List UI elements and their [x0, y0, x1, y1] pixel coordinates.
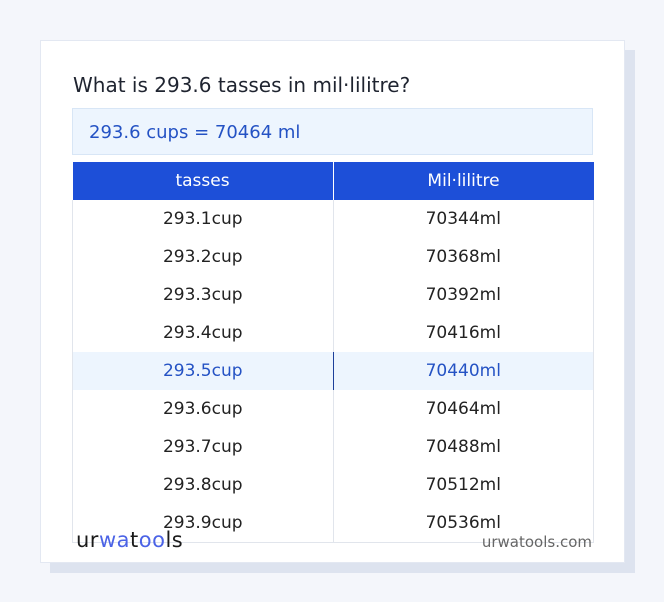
- table-row: 293.2cup 70368ml: [72, 238, 594, 276]
- millilitre-cell: 70488ml: [332, 428, 594, 466]
- millilitre-cell: 70536ml: [332, 504, 594, 543]
- millilitre-cell: 70416ml: [332, 314, 594, 352]
- table-row: 293.8cup 70512ml: [72, 466, 594, 504]
- result-box: 293.6 cups = 70464 ml: [72, 108, 593, 155]
- tasses-cell: 293.4cup: [72, 314, 334, 352]
- site-link[interactable]: urwatools.com: [481, 533, 592, 551]
- table-row: 293.3cup 70392ml: [72, 276, 594, 314]
- tasses-cell: 293.5cup: [72, 352, 334, 390]
- millilitre-cell: 70464ml: [332, 390, 594, 428]
- millilitre-cell: 70512ml: [332, 466, 594, 504]
- table-row: 293.6cup 70464ml: [72, 390, 594, 428]
- column-header-tasses: tasses: [72, 162, 334, 200]
- table-row: 293.5cup 70440ml: [72, 352, 594, 390]
- converter-card: What is 293.6 tasses in mil·lilitre? 293…: [40, 40, 625, 563]
- millilitre-cell: 70344ml: [332, 200, 594, 238]
- column-header-millilitre: Mil·lilitre: [333, 162, 594, 200]
- tasses-cell: 293.9cup: [72, 504, 334, 543]
- table-row: 293.9cup 70536ml: [72, 504, 594, 543]
- conversion-table: tasses Mil·lilitre 293.1cup 70344ml 293.2c…: [72, 162, 594, 543]
- tasses-cell: 293.8cup: [72, 466, 334, 504]
- millilitre-cell: 70368ml: [332, 238, 594, 276]
- table-row: 293.1cup 70344ml: [72, 200, 594, 238]
- millilitre-cell: 70440ml: [332, 352, 594, 390]
- tasses-cell: 293.6cup: [72, 390, 334, 428]
- urwatools-logo: urwatools: [76, 528, 184, 552]
- millilitre-cell: 70392ml: [332, 276, 594, 314]
- page-title: What is 293.6 tasses in mil·lilitre?: [73, 73, 411, 97]
- tasses-cell: 293.1cup: [72, 200, 334, 238]
- tasses-cell: 293.2cup: [72, 238, 334, 276]
- tasses-cell: 293.7cup: [72, 428, 334, 466]
- table-row: 293.7cup 70488ml: [72, 428, 594, 466]
- table-row: 293.4cup 70416ml: [72, 314, 594, 352]
- tasses-cell: 293.3cup: [72, 276, 334, 314]
